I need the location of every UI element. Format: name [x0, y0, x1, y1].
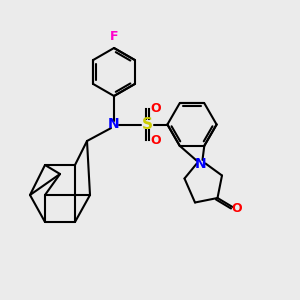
- Text: O: O: [150, 101, 161, 115]
- Text: O: O: [232, 202, 242, 215]
- Text: S: S: [142, 117, 152, 132]
- Text: F: F: [110, 30, 118, 43]
- Text: N: N: [108, 118, 120, 131]
- Text: O: O: [150, 134, 161, 148]
- Text: N: N: [195, 157, 207, 170]
